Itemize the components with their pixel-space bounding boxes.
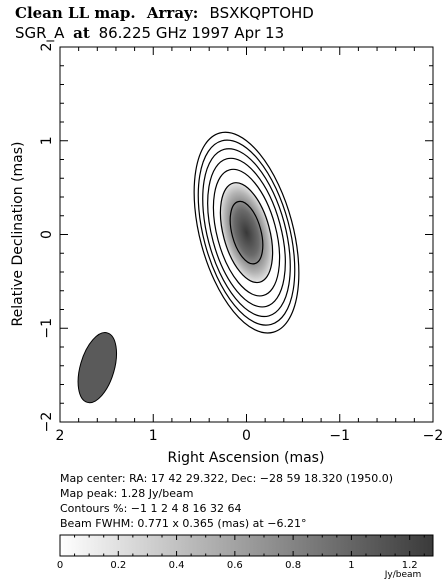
beam-ellipse [77, 332, 118, 404]
y-tick-labels: −2 −1 0 1 2 [39, 43, 55, 433]
contour-level-8 [207, 157, 286, 308]
source-emission [193, 131, 300, 334]
contour-level-32 [219, 182, 274, 284]
colorbar-tick-label: 0.6 [227, 560, 243, 571]
colorbar-tick-label: 0.8 [285, 560, 301, 571]
svg-text:SGR_A at 86.225 GHz 19: SGR_A at 86.225 GHz 1997 Apr 13 [15, 24, 284, 43]
y-tick-label: 0 [39, 230, 55, 239]
colorbar-tick-label: 1.2 [402, 560, 418, 571]
x-tick-label: −2 [423, 428, 444, 444]
y-axis-label: Relative Declination (mas) [10, 142, 26, 327]
title-at: at [73, 24, 90, 42]
y-tick-label: −2 [39, 412, 55, 433]
y-tick-label: −1 [39, 318, 55, 339]
source-core [219, 182, 274, 283]
y-tick-label: 1 [39, 136, 55, 145]
colorbar-ticks: 0 0.2 0.4 0.6 0.8 1 1.2 [57, 535, 425, 571]
contour-level-1 [193, 131, 300, 334]
colorbar-tick-label: 1 [348, 560, 354, 571]
title-frequency-date: 86.225 GHz 1997 Apr 13 [99, 24, 285, 42]
axis-ticks [59, 46, 434, 423]
beam-shape [77, 332, 118, 404]
colorbar-tick-label: 0 [57, 560, 63, 571]
title-map-type: Clean LL map. [15, 4, 136, 22]
colorbar [59, 534, 434, 557]
contour-level-2 [197, 139, 296, 326]
title-array-value: BSXKQPTOHD [210, 4, 314, 22]
y-tick-label: 2 [39, 43, 55, 52]
beam-fwhm-info: Beam FWHM: 0.771 x 0.365 (mas) at −6.21° [60, 517, 306, 530]
x-tick-label: 2 [56, 428, 65, 444]
contour-level-64 [229, 200, 264, 265]
contours-info: Contours %: −1 1 2 4 8 16 32 64 [60, 502, 241, 515]
title-array-label: Array: [146, 4, 198, 22]
contour-level-16 [212, 168, 281, 297]
x-tick-label: −1 [329, 428, 350, 444]
svg-text:Clean LL map. Array: B: Clean LL map. Array: BSXKQPTOHD [15, 4, 314, 22]
x-tick-labels: 2 1 0 −1 −2 [56, 428, 444, 444]
x-tick-label: 1 [149, 428, 158, 444]
colorbar-tick-label: 0.4 [169, 560, 185, 571]
colorbar-unit: Jy/beam [384, 570, 422, 580]
map-center-info: Map center: RA: 17 42 29.322, Dec: −28 5… [60, 472, 393, 485]
colorbar-tick-label: 0.2 [110, 560, 126, 571]
map-peak-info: Map peak: 1.28 Jy/beam [60, 487, 193, 500]
title-source: SGR_A [15, 24, 65, 43]
x-tick-label: 0 [242, 428, 251, 444]
contour-level-4 [202, 148, 291, 318]
x-axis-label: Right Ascension (mas) [168, 450, 325, 466]
